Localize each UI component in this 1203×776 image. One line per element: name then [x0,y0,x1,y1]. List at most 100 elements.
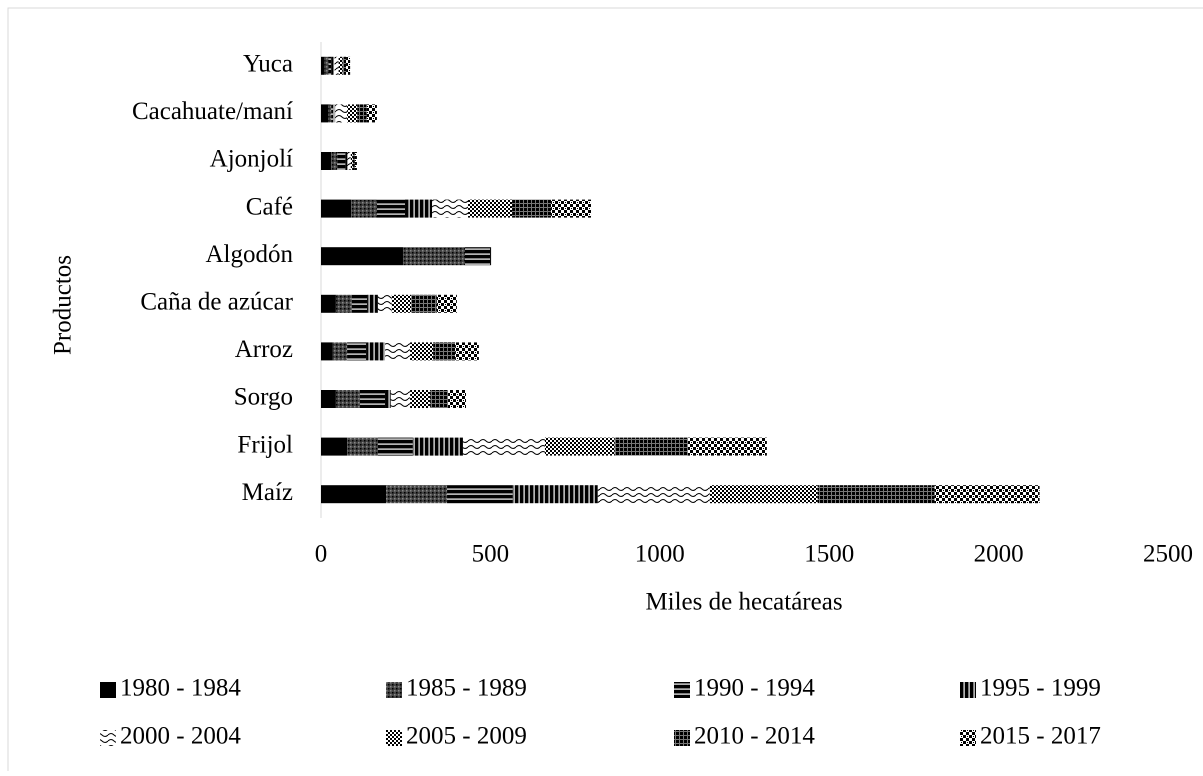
legend-swatch [960,682,976,698]
bar-segment [324,56,329,75]
y-tick-label: Yuca [243,51,293,78]
bar-segment [321,199,352,218]
bar-segment [332,342,348,361]
bar-segment [448,390,467,408]
bar-segment [405,199,433,218]
bar-segment [430,390,449,408]
bar-segment [366,342,386,361]
bar-segment [342,56,347,75]
bar-segment [333,104,336,123]
bar-segment [464,247,491,266]
legend-label: 2015 - 2017 [980,723,1101,750]
bar-segment [335,294,352,313]
bar-segment [544,437,615,456]
bar-segment [328,56,332,75]
bar-segment [321,390,336,408]
bar-segment [455,342,479,361]
bar-segment [335,390,360,408]
bar-segment [351,294,368,313]
bar-segment [350,152,353,170]
bar-segment [338,56,343,75]
bar-segment [367,294,378,313]
bar-segment [512,485,598,504]
bar-segment [468,199,513,218]
bar-segment [432,199,469,218]
bar-segment [551,199,592,218]
bar-segment [335,104,348,123]
bar-segment [331,104,334,123]
y-tick-label: Caña de azúcar [140,289,293,316]
bar-segment [357,104,367,123]
bar-segment [331,56,335,75]
y-tick-label: Cacahuate/maní [132,98,293,125]
x-tick-label: 2500 [1143,541,1193,568]
bar-segment [410,390,431,408]
bar-segment [321,294,336,313]
bar-segment [359,390,386,408]
bar-segment [377,437,413,456]
legend-label: 2005 - 2009 [406,723,527,750]
bar-segment [321,247,403,266]
bar-segment [385,342,411,361]
x-tick-label: 1500 [804,541,854,568]
legend-swatch [100,682,116,698]
bar-segment [321,152,332,170]
bar-segment [351,199,377,218]
bar-segment [337,152,346,170]
bar-segment [321,342,333,361]
bar-segment [321,485,387,504]
bar-segment [412,437,463,456]
y-tick-label: Arroz [235,336,293,363]
bar-segment [328,104,332,123]
y-tick-label: Maíz [242,479,293,506]
legend-label: 2010 - 2014 [694,723,815,750]
bar-segment [366,104,377,123]
bar-segment [436,294,457,313]
bar-segment [390,390,411,408]
x-axis-title: Miles de hecatáreas [645,589,842,616]
bar-segment [347,342,367,361]
bar-segment [934,485,1040,504]
legend-swatch [674,730,690,746]
bar-segment [321,104,329,123]
bar-segment [347,437,378,456]
legend-swatch [386,730,402,746]
x-tick-label: 500 [472,541,510,568]
bar-segment [512,199,552,218]
bar-segment [321,437,348,456]
bar-segment [402,247,465,266]
bar-segment [687,437,767,456]
y-tick-label: Algodón [206,241,294,268]
bar-segment [817,485,935,504]
chart-border [7,7,1203,776]
bar-segment [447,485,513,504]
legend-label: 2000 - 2004 [120,723,241,750]
bar-segment [411,294,437,313]
legend-label: 1985 - 1989 [406,675,527,702]
bar-segment [462,437,545,456]
legend-label: 1980 - 1984 [120,675,241,702]
x-tick-label: 0 [315,541,328,568]
bar-segment [321,56,325,75]
bar-segment [597,485,710,504]
bar-segment [490,247,492,266]
bar-segment [376,199,406,218]
bar-segment [385,390,391,408]
y-tick-label: Ajonjolí [210,146,293,173]
bar-segment [346,56,351,75]
legend-label: 1995 - 1999 [980,675,1101,702]
y-tick-label: Frijol [237,431,293,458]
bar-segment [614,437,688,456]
bar-segment [347,104,358,123]
bar-segment [709,485,818,504]
bar-segment [410,342,434,361]
bar-segment [331,152,338,170]
legend-swatch [100,730,116,746]
bar-segment [345,152,348,170]
bar-segment [391,294,412,313]
bar-segment [347,152,351,170]
y-axis-title: Productos [50,255,77,355]
bar-segment [433,342,456,361]
